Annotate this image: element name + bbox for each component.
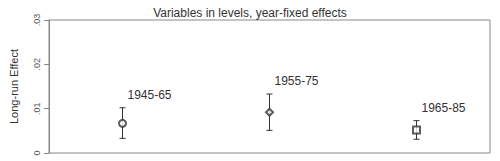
svg-text:.02: .02 [32, 58, 42, 71]
svg-text:1965-85: 1965-85 [422, 101, 466, 115]
svg-text:.03: .03 [32, 14, 42, 27]
svg-text:.01: .01 [32, 102, 42, 115]
svg-text:1945-65: 1945-65 [128, 88, 172, 102]
svg-text:Variables in levels, year-fixe: Variables in levels, year-fixed effects [153, 6, 347, 20]
svg-text:0: 0 [32, 150, 42, 155]
svg-text:Long-run Effect: Long-run Effect [8, 49, 20, 124]
svg-text:1955-75: 1955-75 [275, 74, 319, 88]
